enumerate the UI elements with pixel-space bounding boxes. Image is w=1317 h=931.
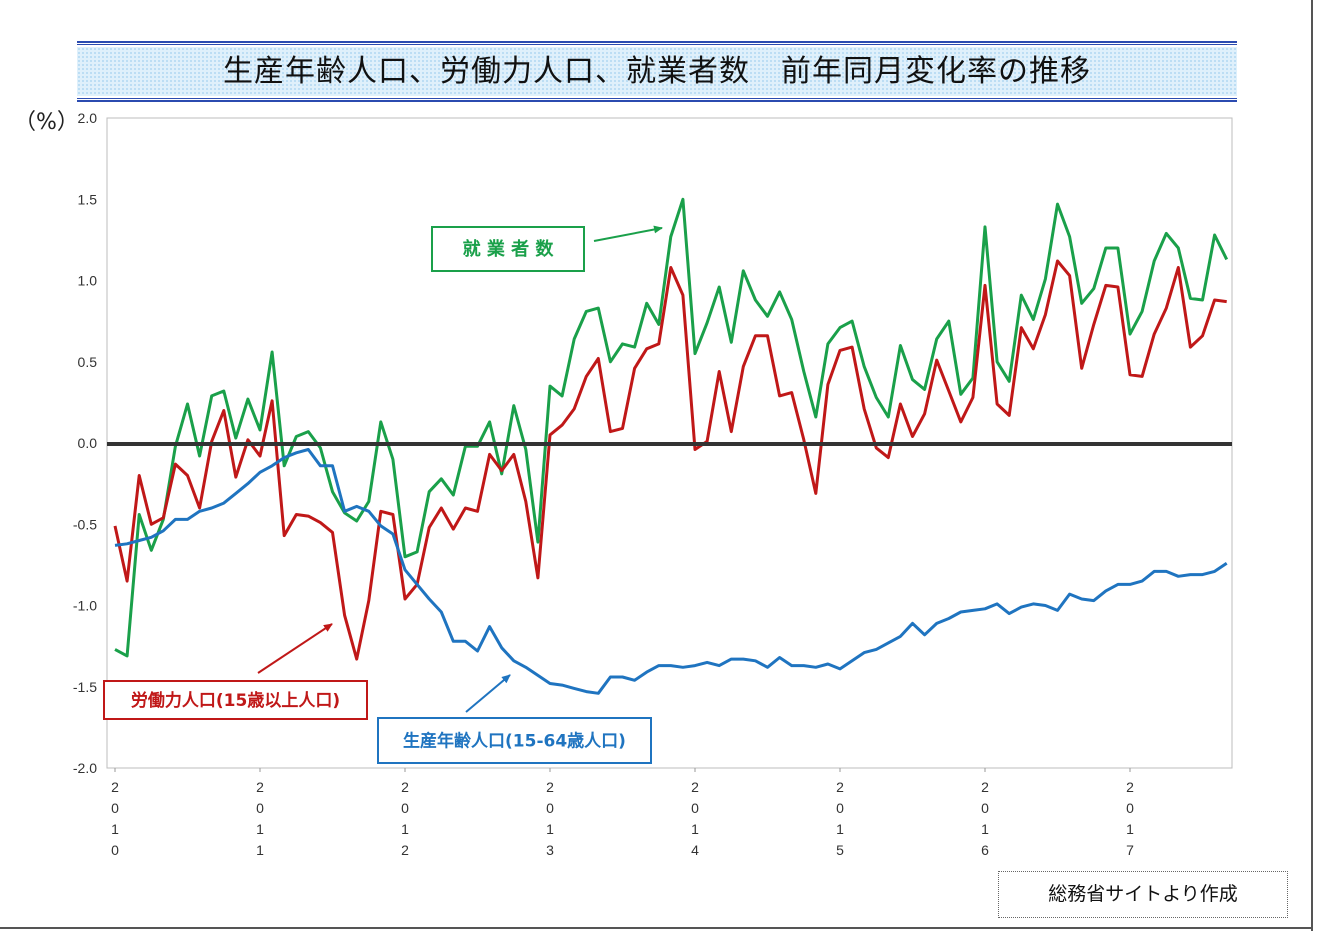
title-background xyxy=(77,47,1237,96)
title-top-rule-thin xyxy=(77,44,1237,45)
working-age-callout-box xyxy=(377,717,652,764)
title-bottom-rule xyxy=(77,100,1237,102)
frame-right-border xyxy=(1311,0,1313,931)
y-tick-label: -2.0 xyxy=(73,760,97,776)
y-tick-label: 1.5 xyxy=(78,191,98,207)
y-tick-label: 2.0 xyxy=(78,110,98,126)
y-tick-label: -1.5 xyxy=(73,679,97,695)
title-top-rule xyxy=(77,41,1237,43)
working-age-series-line xyxy=(114,448,1228,695)
labor-force-callout-box xyxy=(103,680,368,720)
employed-callout-arrow xyxy=(593,225,663,242)
employed-callout-label: 就 業 者 数 xyxy=(463,238,555,260)
y-axis-unit-label: （%） xyxy=(14,110,79,135)
y-tick-label: -0.5 xyxy=(73,516,97,532)
labor-force-callout-arrow xyxy=(257,623,333,674)
working-age-callout-arrow xyxy=(465,674,511,713)
page-title: 生産年齢人口、労働力人口、就業者数 前年同月変化率の推移 xyxy=(223,54,1091,89)
employed-series-line xyxy=(114,197,1229,658)
title-banner: 生産年齢人口、労働力人口、就業者数 前年同月変化率の推移 xyxy=(77,41,1237,102)
frame-bottom-border xyxy=(0,927,1313,929)
y-tick-label: 0.5 xyxy=(78,354,98,370)
y-tick-label: 1.0 xyxy=(78,273,98,289)
source-note: 総務省サイトより作成 xyxy=(998,871,1288,918)
labor-force-series-line xyxy=(113,259,1227,661)
working-age-callout-label: 生産年齢人口(15-64歳人口) xyxy=(403,731,626,752)
y-tick-label: 0.0 xyxy=(78,435,98,451)
title-bottom-rule-thin xyxy=(77,98,1237,99)
employed-callout-box xyxy=(431,226,585,272)
y-tick-label: -1.0 xyxy=(73,598,97,614)
labor-force-callout-label: 労働力人口(15歳以上人口) xyxy=(131,690,340,711)
